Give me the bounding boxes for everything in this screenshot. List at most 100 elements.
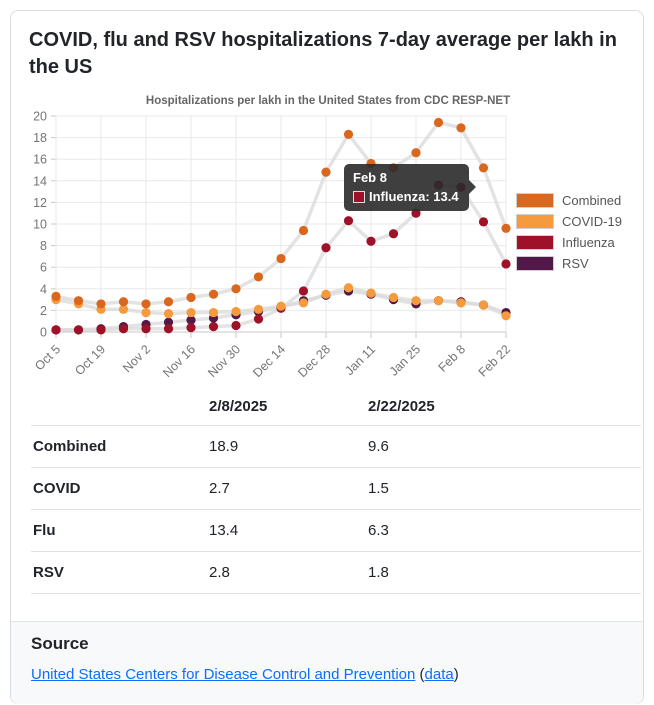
table-header-row: 2/8/2025 2/22/2025	[31, 394, 641, 426]
x-axis-label: Dec 14	[250, 342, 288, 380]
data-point-covid-19[interactable]	[478, 300, 489, 310]
data-point-combined[interactable]	[411, 148, 421, 158]
table-row-covid: COVID 2.7 1.5	[31, 467, 641, 510]
legend-item-rsv[interactable]: RSV	[516, 256, 622, 271]
data-point-rsv[interactable]	[186, 315, 196, 325]
data-point-combined[interactable]	[478, 163, 489, 173]
data-point-influenza[interactable]	[118, 324, 129, 334]
x-axis-label: Feb 8	[436, 342, 469, 375]
x-axis-label: Dec 28	[295, 342, 333, 380]
data-point-combined[interactable]	[298, 225, 309, 236]
data-point-influenza[interactable]	[231, 320, 241, 331]
data-point-influenza[interactable]	[73, 325, 84, 335]
data-point-combined[interactable]	[118, 297, 129, 307]
data-point-combined[interactable]	[73, 296, 84, 306]
data-point-covid-19[interactable]	[141, 307, 151, 318]
data-point-covid-19[interactable]	[208, 307, 219, 318]
data-point-combined[interactable]	[141, 299, 151, 309]
data-point-combined[interactable]	[208, 289, 219, 299]
data-point-influenza[interactable]	[253, 314, 264, 324]
data-point-combined[interactable]	[51, 291, 61, 301]
data-point-covid-19[interactable]	[276, 301, 286, 311]
data-point-influenza[interactable]	[501, 259, 511, 269]
x-axis-label: Nov 16	[160, 342, 198, 380]
data-point-covid-19[interactable]	[366, 288, 376, 298]
data-point-influenza[interactable]	[141, 324, 151, 334]
data-point-combined[interactable]	[321, 167, 331, 177]
data-point-influenza[interactable]	[366, 236, 376, 246]
data-link[interactable]: data	[424, 666, 454, 683]
y-axis-label: 4	[40, 282, 47, 296]
y-axis-label: 18	[33, 131, 47, 145]
legend-item-covid-19[interactable]: COVID-19	[516, 214, 622, 229]
legend-swatch	[516, 235, 554, 250]
data-point-combined[interactable]	[433, 117, 444, 128]
source-heading: Source	[31, 634, 89, 653]
row-label: Flu	[31, 509, 207, 552]
data-point-influenza[interactable]	[208, 322, 219, 332]
table-row-flu: Flu 13.4 6.3	[31, 509, 641, 552]
table-column-header: 2/22/2025	[368, 398, 435, 415]
data-point-covid-19[interactable]	[163, 309, 174, 319]
data-point-influenza[interactable]	[388, 229, 399, 239]
y-axis-label: 10	[33, 218, 47, 232]
y-axis-label: 2	[40, 304, 47, 318]
data-point-combined[interactable]	[96, 299, 106, 309]
legend-label: COVID-19	[562, 214, 622, 229]
legend-item-combined[interactable]: Combined	[516, 193, 622, 208]
data-point-covid-19[interactable]	[186, 307, 196, 318]
legend-label: RSV	[562, 256, 589, 271]
data-point-covid-19[interactable]	[433, 296, 444, 306]
y-axis-label: 0	[40, 326, 47, 340]
page-title: COVID, flu and RSV hospitalizations 7-da…	[29, 29, 617, 78]
x-axis-label: Oct 5	[32, 342, 63, 373]
data-point-covid-19[interactable]	[298, 298, 309, 308]
data-point-combined[interactable]	[501, 223, 511, 233]
data-point-combined[interactable]	[456, 123, 466, 133]
tooltip-arrow	[468, 180, 476, 195]
row-label: COVID	[31, 467, 207, 510]
summary-table: 2/8/2025 2/22/2025 Combined 18.9 9.6 COVID 2.…	[31, 394, 641, 594]
data-point-influenza[interactable]	[478, 217, 489, 227]
data-point-influenza[interactable]	[186, 323, 196, 333]
data-point-influenza[interactable]	[163, 324, 174, 334]
data-point-covid-19[interactable]	[321, 289, 331, 299]
row-value: 2.8	[207, 551, 366, 594]
data-point-covid-19[interactable]	[231, 306, 241, 317]
x-axis-label: Nov 30	[205, 342, 243, 380]
tooltip-series-swatch	[353, 190, 365, 203]
chart-legend: Combined COVID-19 Influenza RSV	[516, 193, 622, 277]
source-footer: Source United States Centers for Disease…	[11, 621, 643, 704]
data-point-combined[interactable]	[163, 297, 174, 307]
cdc-link[interactable]: United States Centers for Disease Contro…	[31, 666, 416, 683]
data-point-rsv[interactable]	[163, 317, 174, 327]
y-axis-label: 16	[33, 153, 47, 167]
data-point-covid-19[interactable]	[388, 292, 399, 303]
data-point-combined[interactable]	[253, 272, 264, 282]
chart-tooltip: Feb 8 Influenza: 13.4	[344, 164, 476, 212]
data-point-covid-19[interactable]	[343, 283, 354, 293]
data-point-combined[interactable]	[276, 253, 286, 264]
data-point-influenza[interactable]	[96, 325, 106, 335]
legend-label: Combined	[562, 193, 622, 208]
y-axis-label: 14	[33, 174, 47, 188]
data-point-combined[interactable]	[186, 292, 196, 303]
legend-swatch	[516, 214, 554, 229]
legend-item-influenza[interactable]: Influenza	[516, 235, 622, 250]
data-point-influenza[interactable]	[51, 325, 61, 335]
y-axis-label: 12	[33, 196, 47, 210]
data-point-covid-19[interactable]	[501, 311, 511, 321]
hospitalizations-line-chart: 0 2 4 6 8 10 12 14 16 18 20 Oct 5 Oct 19 Nov 2 Nov 16 N…	[32, 110, 513, 381]
row-label: RSV	[31, 551, 207, 594]
data-point-influenza[interactable]	[343, 216, 354, 226]
data-point-covid-19[interactable]	[118, 304, 129, 314]
data-point-combined[interactable]	[231, 284, 241, 294]
data-point-combined[interactable]	[343, 129, 354, 139]
data-point-influenza[interactable]	[298, 286, 309, 296]
data-point-covid-19[interactable]	[411, 296, 421, 306]
data-point-covid-19[interactable]	[456, 298, 466, 308]
tooltip-date: Feb 8	[353, 170, 387, 186]
data-point-covid-19[interactable]	[253, 304, 264, 314]
y-axis-label: 8	[40, 239, 47, 253]
data-point-influenza[interactable]	[321, 243, 331, 253]
